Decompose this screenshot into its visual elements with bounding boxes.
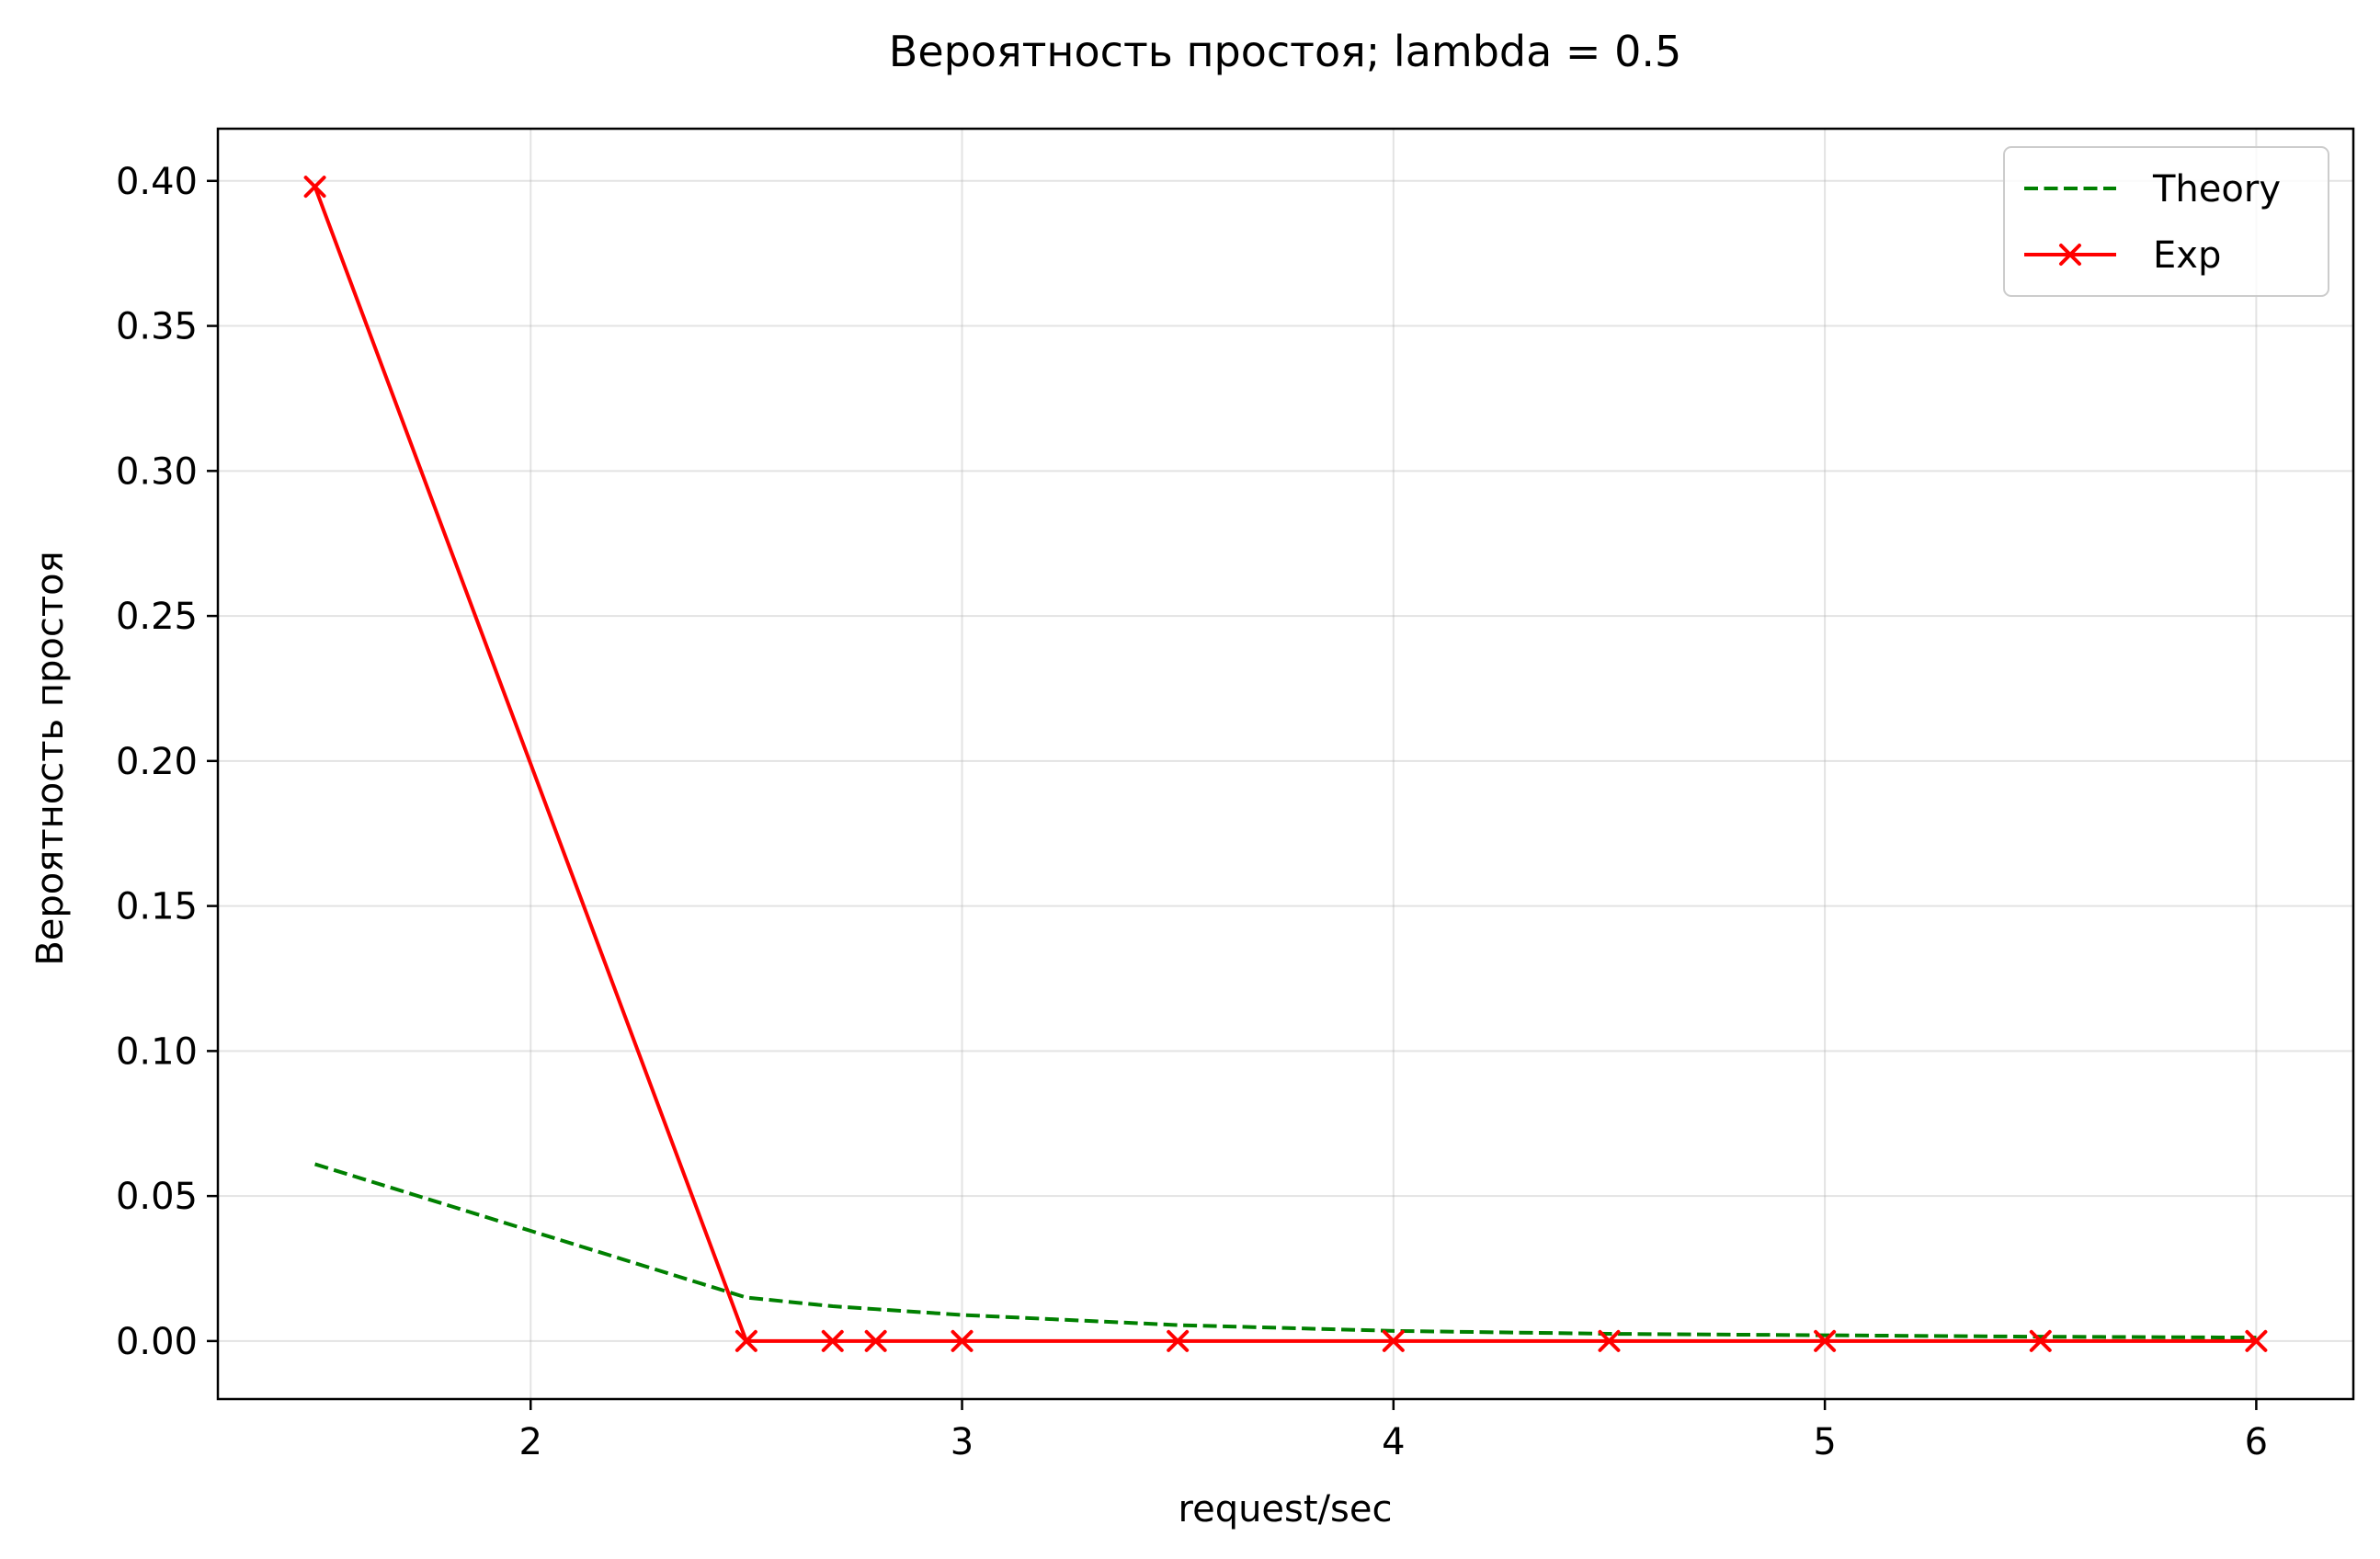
marker-stroke — [734, 1329, 757, 1352]
data-point-exp — [1598, 1329, 1621, 1352]
legend-label-theory: Theory — [2152, 168, 2281, 211]
x-tick-label: 5 — [1813, 1421, 1836, 1463]
marker-stroke — [1167, 1329, 1190, 1352]
data-point-exp — [1167, 1329, 1190, 1352]
data-point-exp — [864, 1329, 887, 1352]
series-exp — [303, 176, 2268, 1352]
legend-label-exp: Exp — [2153, 234, 2221, 277]
legend-item-theory: Theory — [2024, 168, 2281, 211]
marker-stroke — [1382, 1329, 1405, 1352]
y-tick-label: 0.25 — [116, 596, 198, 638]
x-tick-label: 3 — [951, 1421, 974, 1463]
x-tick-label: 2 — [519, 1421, 542, 1463]
plot-frame — [216, 127, 2355, 1401]
x-axis-label: request/sec — [1179, 1488, 1393, 1531]
marker-stroke — [1814, 1329, 1837, 1352]
data-point-exp — [1382, 1329, 1405, 1352]
x-axis-ticks: 2 3 4 5 6 — [519, 1399, 2268, 1463]
series-theory — [313, 1162, 2257, 1340]
series-line-theory — [313, 1162, 2257, 1340]
grid — [218, 129, 2353, 1399]
data-point-exp — [734, 1329, 757, 1352]
data-point-exp — [303, 176, 326, 199]
y-tick-label: 0.20 — [116, 741, 198, 783]
marker-stroke — [951, 1329, 974, 1352]
data-point-exp — [2029, 1329, 2052, 1352]
x-tick-label: 4 — [1382, 1421, 1405, 1463]
y-axis-ticks: 0.00 0.05 0.10 0.15 0.20 0.25 0.30 0.35 0.40 — [116, 161, 218, 1363]
series-layer — [303, 176, 2268, 1352]
y-tick-label: 0.35 — [116, 306, 198, 348]
y-tick-label: 0.00 — [116, 1321, 198, 1363]
data-point-exp — [1814, 1329, 1837, 1352]
data-point-exp — [951, 1329, 974, 1352]
y-tick-label: 0.15 — [116, 886, 198, 928]
chart-title: Вероятность простоя; lambda = 0.5 — [889, 27, 1681, 76]
y-axis-label: Вероятность простоя — [29, 551, 72, 965]
data-point-exp — [821, 1329, 844, 1352]
y-tick-label: 0.05 — [116, 1176, 198, 1218]
legend-marker-exp — [2059, 244, 2081, 266]
y-tick-label: 0.10 — [116, 1030, 198, 1073]
marker-stroke — [2245, 1329, 2268, 1352]
marker-stroke — [864, 1329, 887, 1352]
marker-stroke — [2059, 244, 2081, 266]
y-tick-label: 0.40 — [116, 161, 198, 203]
marker-stroke — [1598, 1329, 1621, 1352]
legend-box — [2003, 146, 2329, 297]
legend: Theory Exp — [2003, 146, 2329, 297]
x-tick-label: 6 — [2245, 1421, 2268, 1463]
marker-stroke — [2029, 1329, 2052, 1352]
data-point-exp — [2245, 1329, 2268, 1352]
marker-stroke — [303, 176, 326, 199]
marker-stroke — [821, 1329, 844, 1352]
y-tick-label: 0.30 — [116, 450, 198, 493]
legend-item-exp: Exp — [2024, 234, 2221, 277]
